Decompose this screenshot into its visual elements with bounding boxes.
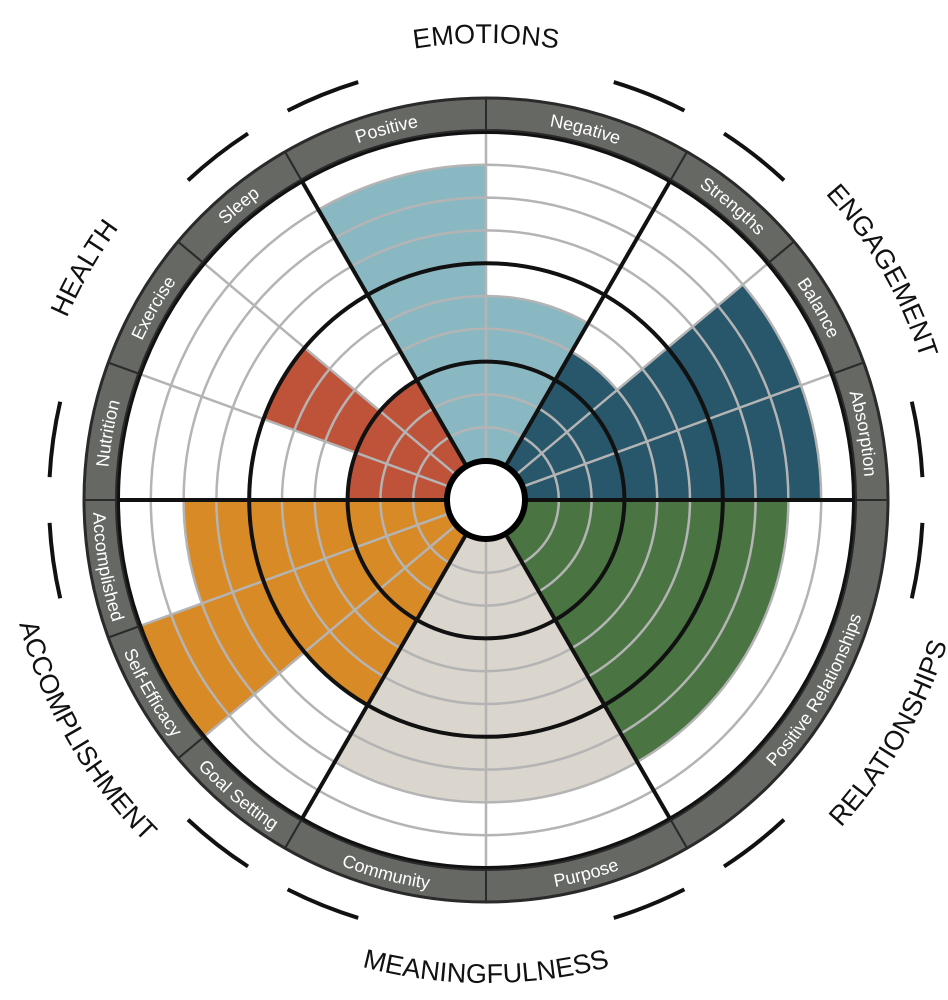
band-outer-border — [82, 96, 890, 904]
category-arc-relationships — [722, 818, 786, 869]
category-arc-emotions — [286, 80, 359, 113]
bar-negative — [486, 296, 588, 466]
bar-balance — [516, 284, 801, 487]
center-hub — [444, 458, 528, 542]
bar-absorption — [523, 385, 822, 500]
category-arc-emotions — [613, 80, 686, 113]
category-arc-relationships — [909, 522, 925, 599]
category-arc-accomplishment — [47, 522, 63, 599]
bar-positive-relationships — [506, 500, 789, 762]
category-divider — [504, 150, 689, 467]
category-arc-meaningfulness — [613, 887, 686, 920]
category-label-meaningfulness: MEANINGFULNESS — [361, 944, 612, 990]
category-divider — [283, 533, 468, 850]
bar-goal-setting — [304, 525, 466, 706]
category-arcs — [47, 80, 925, 920]
bar-self-efficacy — [140, 513, 456, 737]
category-label-health: HEALTH — [45, 214, 124, 321]
category-divider — [504, 533, 689, 850]
bar-exercise — [263, 347, 456, 487]
category-arc-health — [186, 131, 250, 182]
bar-sleep — [379, 380, 466, 475]
category-arc-engagement — [722, 131, 786, 182]
section-dividers — [84, 150, 888, 850]
category-arc-meaningfulness — [286, 887, 359, 920]
category-divider — [283, 150, 468, 467]
bar-nutrition — [347, 452, 449, 500]
category-arc-accomplishment — [186, 818, 250, 869]
category-arc-health — [47, 401, 63, 478]
label-band — [82, 96, 890, 904]
category-arc-engagement — [909, 401, 925, 478]
category-label-emotions: EMOTIONS — [411, 19, 561, 55]
